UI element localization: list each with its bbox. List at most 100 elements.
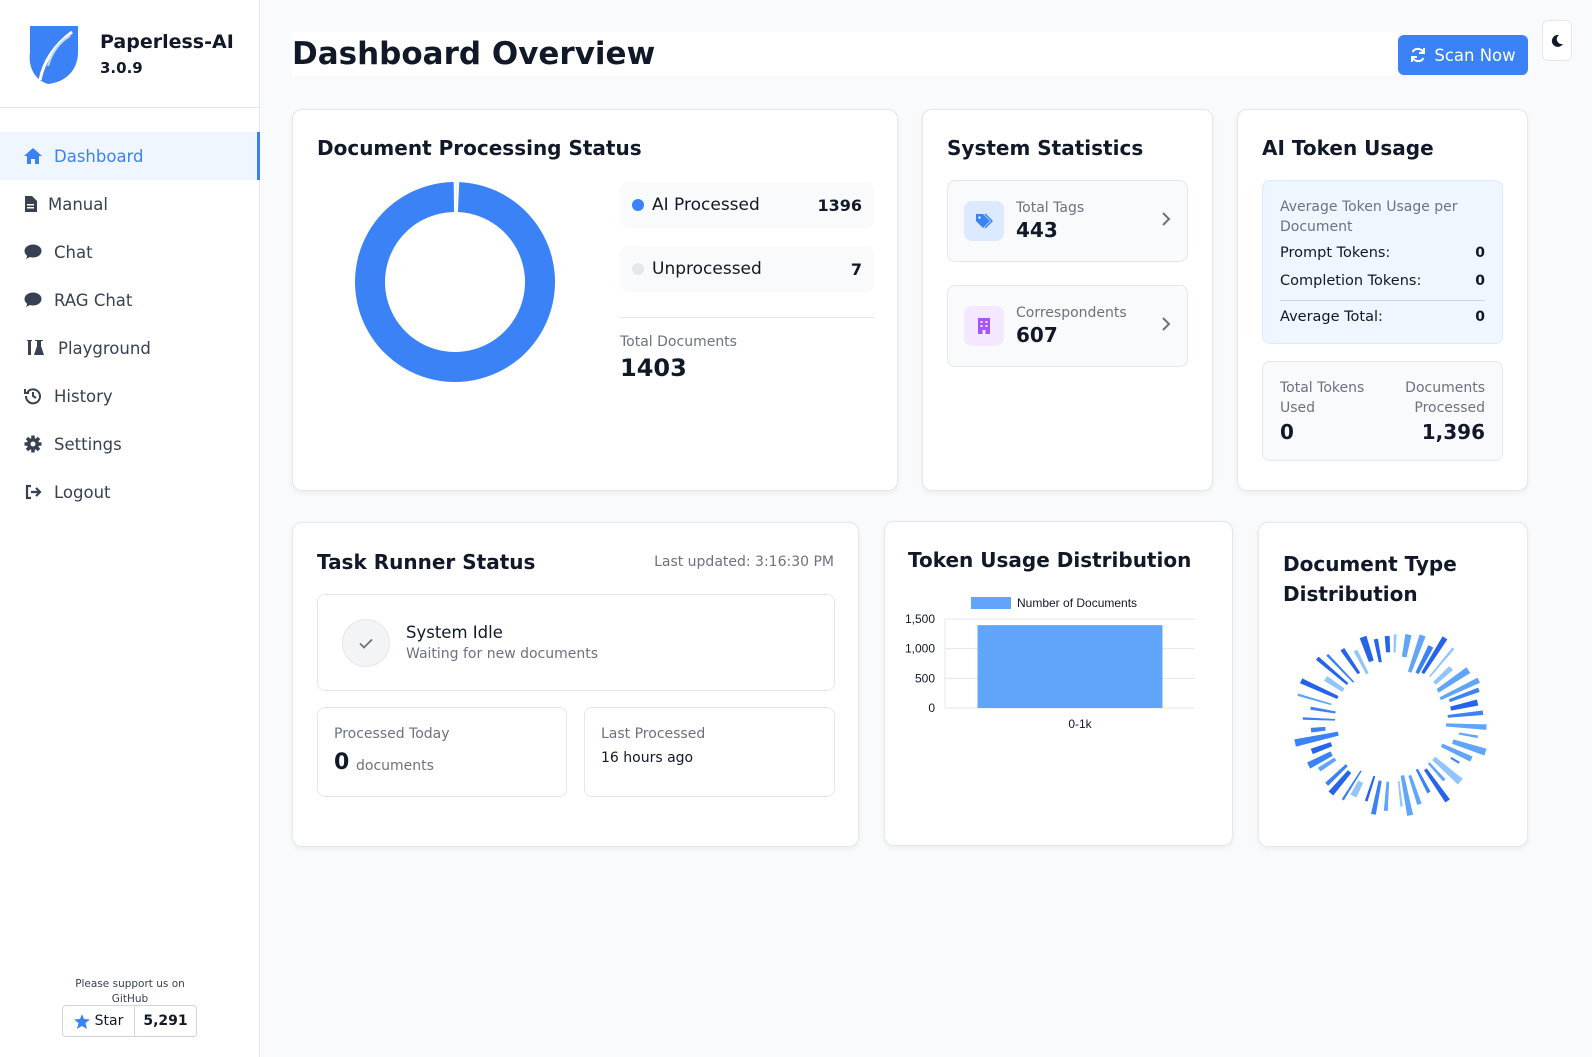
chat-icon: [22, 289, 44, 311]
sidebar-item-history[interactable]: History: [0, 372, 259, 420]
task-runner-card: Task Runner Status Last updated: 3:16:30…: [292, 522, 859, 847]
avg-token-usage-label: Average Token Usage per Document: [1280, 199, 1458, 235]
donut-slice-ai-processed: [355, 182, 555, 382]
ai-token-usage-title: AI Token Usage: [1262, 136, 1434, 160]
total-tokens-used-label: Total Tokens Used: [1280, 380, 1365, 416]
divider: [620, 317, 874, 318]
sidebar-item-label: Logout: [54, 482, 111, 502]
radial-segment: [1299, 678, 1339, 699]
donut-slice-unprocessed: [455, 182, 457, 213]
leaf-logo-icon: [29, 25, 78, 84]
history-icon: [22, 385, 44, 407]
legend-label: Number of Documents: [1017, 596, 1137, 610]
y-tick-label: 1,500: [905, 612, 935, 626]
radial-segment: [1393, 634, 1397, 653]
page-title: Dashboard Overview: [292, 32, 1400, 76]
radial-segment: [1294, 731, 1339, 747]
completion-tokens-value: 0: [1475, 273, 1485, 289]
radial-segment: [1447, 710, 1484, 718]
radial-segment: [1397, 780, 1403, 807]
documents-processed-value: 1,396: [1421, 420, 1485, 444]
brand-version: 3.0.9: [100, 58, 143, 77]
legend-dot-ai: [632, 199, 644, 211]
average-total-row: Average Total: 0: [1280, 309, 1485, 325]
radial-segment: [1448, 687, 1480, 703]
chevron-right-icon: [1162, 317, 1171, 331]
y-tick-label: 0: [928, 701, 935, 715]
radial-segment: [1317, 757, 1337, 772]
correspondents-value: 607: [1016, 323, 1058, 347]
building-icon: [964, 306, 1004, 346]
refresh-icon: [1411, 47, 1426, 63]
radial-segment: [1315, 656, 1349, 685]
sidebar-item-logout[interactable]: Logout: [0, 468, 259, 516]
system-status-box: System Idle Waiting for new documents: [317, 594, 835, 691]
radial-segment: [1415, 768, 1431, 794]
sidebar-item-settings[interactable]: Settings: [0, 420, 259, 468]
prompt-tokens-label: Prompt Tokens:: [1280, 245, 1391, 261]
sidebar-item-label: Chat: [54, 242, 93, 262]
radial-segment: [1310, 742, 1333, 755]
star-label: Star: [94, 1013, 124, 1029]
scan-now-label: Scan Now: [1434, 45, 1516, 65]
legend-unprocessed: Unprocessed 7: [620, 246, 874, 292]
radial-segment: [1364, 775, 1376, 802]
token-divider: [1280, 300, 1485, 301]
document-type-distribution-card: Document Type Distribution: [1258, 522, 1528, 847]
sidebar-item-label: Manual: [48, 194, 108, 214]
sidebar-item-manual[interactable]: Manual: [0, 180, 259, 228]
star-button-left: Star: [63, 1006, 135, 1036]
radial-segment: [1310, 706, 1336, 714]
system-statistics-card: System Statistics Total Tags 443 Corresp…: [922, 109, 1213, 491]
correspondents-label: Correspondents: [1016, 305, 1127, 321]
prompt-tokens-value: 0: [1475, 245, 1485, 261]
legend-swatch: [971, 597, 1011, 609]
legend-ai-processed: AI Processed 1396: [620, 182, 874, 228]
sidebar: Paperless-AI 3.0.9 Dashboard Manual Chat: [0, 0, 260, 1057]
radial-segment: [1436, 667, 1471, 693]
radial-segment: [1440, 743, 1473, 762]
radial-segment: [1450, 756, 1460, 764]
token-totals-box: Total Tokens Used 0 Documents Processed …: [1262, 361, 1503, 461]
gear-icon: [22, 433, 44, 455]
last-processed-value: 16 hours ago: [601, 750, 694, 766]
radial-segment: [1450, 699, 1479, 711]
average-total-label: Average Total:: [1280, 309, 1383, 325]
github-star-button[interactable]: Star 5,291: [62, 1005, 197, 1037]
task-runner-title: Task Runner Status: [317, 550, 536, 574]
chevron-right-icon: [1162, 212, 1171, 226]
last-processed-box: Last Processed 16 hours ago: [584, 707, 835, 797]
token-distribution-card: Token Usage Distribution Number of Docum…: [884, 521, 1233, 846]
completion-tokens-label: Completion Tokens:: [1280, 273, 1422, 289]
sidebar-item-rag-chat[interactable]: RAG Chat: [0, 276, 259, 324]
radial-segment: [1452, 739, 1487, 756]
radial-segment: [1326, 653, 1355, 683]
system-statistics-title: System Statistics: [947, 136, 1144, 160]
radial-segment: [1401, 634, 1412, 658]
legend-ai-count: 1396: [817, 195, 862, 215]
total-documents-value: 1403: [620, 354, 687, 382]
radial-segment: [1439, 677, 1481, 701]
radial-segment: [1341, 770, 1362, 801]
scan-now-button[interactable]: Scan Now: [1398, 35, 1528, 75]
sidebar-item-playground[interactable]: Playground: [0, 324, 259, 372]
chat-icon: [22, 241, 44, 263]
star-count: 5,291: [143, 1013, 188, 1029]
document-type-distribution-title: Document Type Distribution: [1283, 552, 1457, 606]
total-tags-value: 443: [1016, 218, 1058, 242]
system-status-title: System Idle: [406, 623, 503, 642]
radial-segment: [1324, 676, 1345, 692]
file-icon: [22, 193, 38, 215]
radial-segment: [1302, 717, 1336, 721]
radial-segment: [1429, 647, 1455, 678]
theme-toggle-button[interactable]: [1542, 20, 1572, 61]
sidebar-item-chat[interactable]: Chat: [0, 228, 259, 276]
total-tags-stat[interactable]: Total Tags 443: [947, 180, 1188, 262]
ai-token-usage-card: AI Token Usage Average Token Usage per D…: [1237, 109, 1528, 491]
processed-today-box: Processed Today 0 documents: [317, 707, 567, 797]
prompt-tokens-row: Prompt Tokens: 0: [1280, 245, 1485, 261]
bar-0-1k[interactable]: [977, 625, 1163, 708]
sidebar-nav: Dashboard Manual Chat RAG Chat Playgroun…: [0, 132, 260, 516]
correspondents-stat[interactable]: Correspondents 607: [947, 285, 1188, 367]
sidebar-item-dashboard[interactable]: Dashboard: [0, 132, 260, 180]
